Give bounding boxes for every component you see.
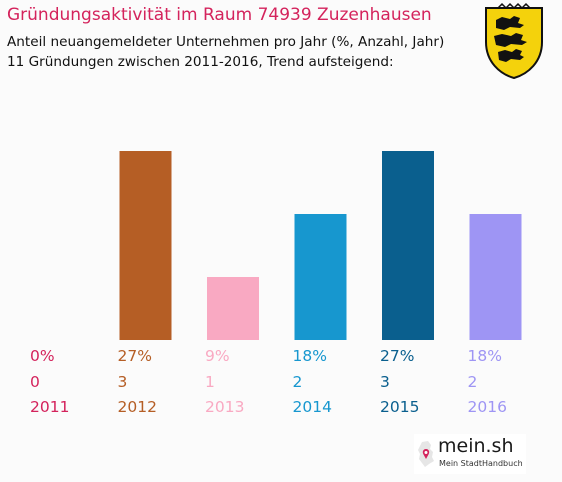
year-label-2015: 2015	[380, 398, 420, 416]
count-label-2015: 3	[380, 373, 390, 391]
chart-summary: 11 Gründungen zwischen 2011-2016, Trend …	[7, 54, 394, 70]
percent-label-2015: 27%	[380, 347, 415, 365]
year-label-2013: 2013	[205, 398, 245, 416]
count-label-2014: 2	[292, 373, 303, 391]
percent-label-2012: 27%	[117, 347, 152, 365]
percent-label-2014: 18%	[292, 347, 327, 365]
count-label-2013: 1	[205, 373, 215, 391]
percent-label-2016: 18%	[467, 347, 502, 365]
count-label-2016: 2	[467, 373, 478, 391]
percent-label-2013: 9%	[205, 347, 230, 365]
year-label-2014: 2014	[292, 398, 332, 416]
coat-of-arms-icon	[485, 2, 543, 80]
bar-2016	[469, 214, 522, 340]
chart-subtitle: Anteil neuangemeldeter Unternehmen pro J…	[7, 34, 445, 50]
percent-label-2011: 0%	[30, 347, 55, 365]
chart-title: Gründungsaktivität im Raum 74939 Zuzenha…	[7, 5, 432, 25]
year-label-2012: 2012	[117, 398, 157, 416]
bar-2015	[382, 151, 434, 340]
year-label-2016: 2016	[467, 398, 507, 416]
brand-name: mein.sh	[438, 435, 514, 457]
bar-2013	[207, 277, 259, 340]
bar-2012	[119, 151, 172, 340]
brand-tagline: Mein StadtHandbuch	[439, 459, 523, 468]
count-label-2012: 3	[117, 373, 128, 391]
count-label-2011: 0	[30, 373, 40, 391]
germany-map-pin-icon	[418, 441, 434, 467]
year-label-2011: 2011	[30, 398, 70, 416]
bar-2014	[294, 214, 347, 340]
brand-logo[interactable]: mein.sh Mein StadtHandbuch	[414, 434, 526, 474]
